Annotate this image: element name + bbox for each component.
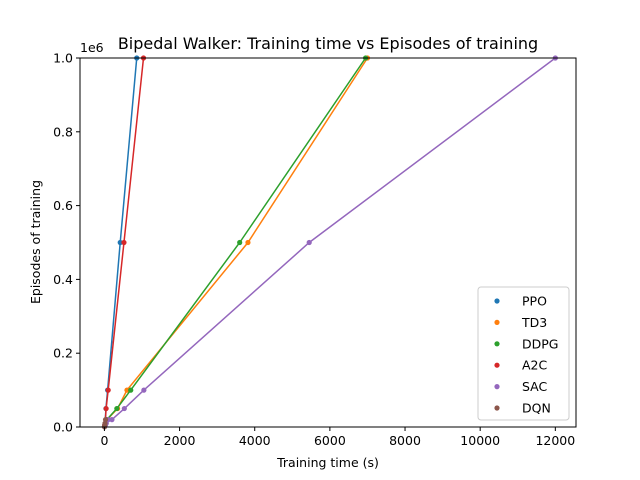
point-sac <box>306 239 312 246</box>
legend-marker-ddpg <box>494 341 500 347</box>
point-ddpg <box>128 387 134 393</box>
point-ppo <box>117 239 123 246</box>
point-sac <box>109 417 115 423</box>
point-a2c <box>121 239 127 246</box>
legend-label-ppo: PPO <box>522 294 547 309</box>
x-tick-label: 4000 <box>239 433 271 448</box>
x-tick-label: 0 <box>100 433 108 448</box>
point-sac <box>141 387 147 393</box>
y-axis-offset-label: 1e6 <box>80 40 104 55</box>
legend-label-dqn: DQN <box>522 401 551 416</box>
y-tick-label: 0.6 <box>53 198 73 213</box>
point-ddpg <box>237 239 243 246</box>
point-td3 <box>124 387 130 393</box>
legend-label-a2c: A2C <box>522 358 548 373</box>
legend-marker-ppo <box>494 298 500 304</box>
y-axis-label: Episodes of training <box>28 180 43 304</box>
point-sac <box>121 405 127 412</box>
x-tick-label: 2000 <box>164 433 196 448</box>
legend-box <box>477 286 570 421</box>
point-ddpg <box>114 405 120 412</box>
y-tick-label: 1.0 <box>53 51 73 66</box>
x-tick-label: 6000 <box>314 433 346 448</box>
series-layer <box>101 55 558 430</box>
point-dqn <box>102 417 109 423</box>
x-tick-label: 8000 <box>389 433 421 448</box>
legend: PPO TD3 DDPG A2C SAC DQN <box>477 286 570 421</box>
legend-marker-sac <box>494 384 500 390</box>
axes-frame <box>79 57 577 428</box>
legend-label-sac: SAC <box>522 379 547 394</box>
axes-layer: 0 2000 4000 6000 8000 10000 12000 0.0 0.2 0.4 0.6 0… <box>53 51 577 448</box>
y-tick-label: 0.4 <box>53 272 73 287</box>
x-axis-label: Training time (s) <box>276 455 379 470</box>
legend-label-td3: TD3 <box>521 315 547 330</box>
point-a2c <box>103 405 109 412</box>
series-dqn <box>101 417 109 430</box>
y-tick-label: 0.8 <box>53 124 73 139</box>
legend-label-ddpg: DDPG <box>522 336 558 351</box>
chart-title: Bipedal Walker: Training time vs Episode… <box>118 34 538 53</box>
legend-marker-dqn <box>494 405 500 411</box>
legend-marker-a2c <box>494 362 500 368</box>
x-tick-label: 10000 <box>460 433 500 448</box>
plot-area <box>101 55 558 430</box>
point-a2c <box>105 387 111 393</box>
y-tick-label: 0.2 <box>53 346 73 361</box>
legend-marker-td3 <box>494 319 500 325</box>
y-tick-label: 0.0 <box>53 420 73 435</box>
x-tick-label: 12000 <box>535 433 575 448</box>
point-td3 <box>245 239 251 246</box>
